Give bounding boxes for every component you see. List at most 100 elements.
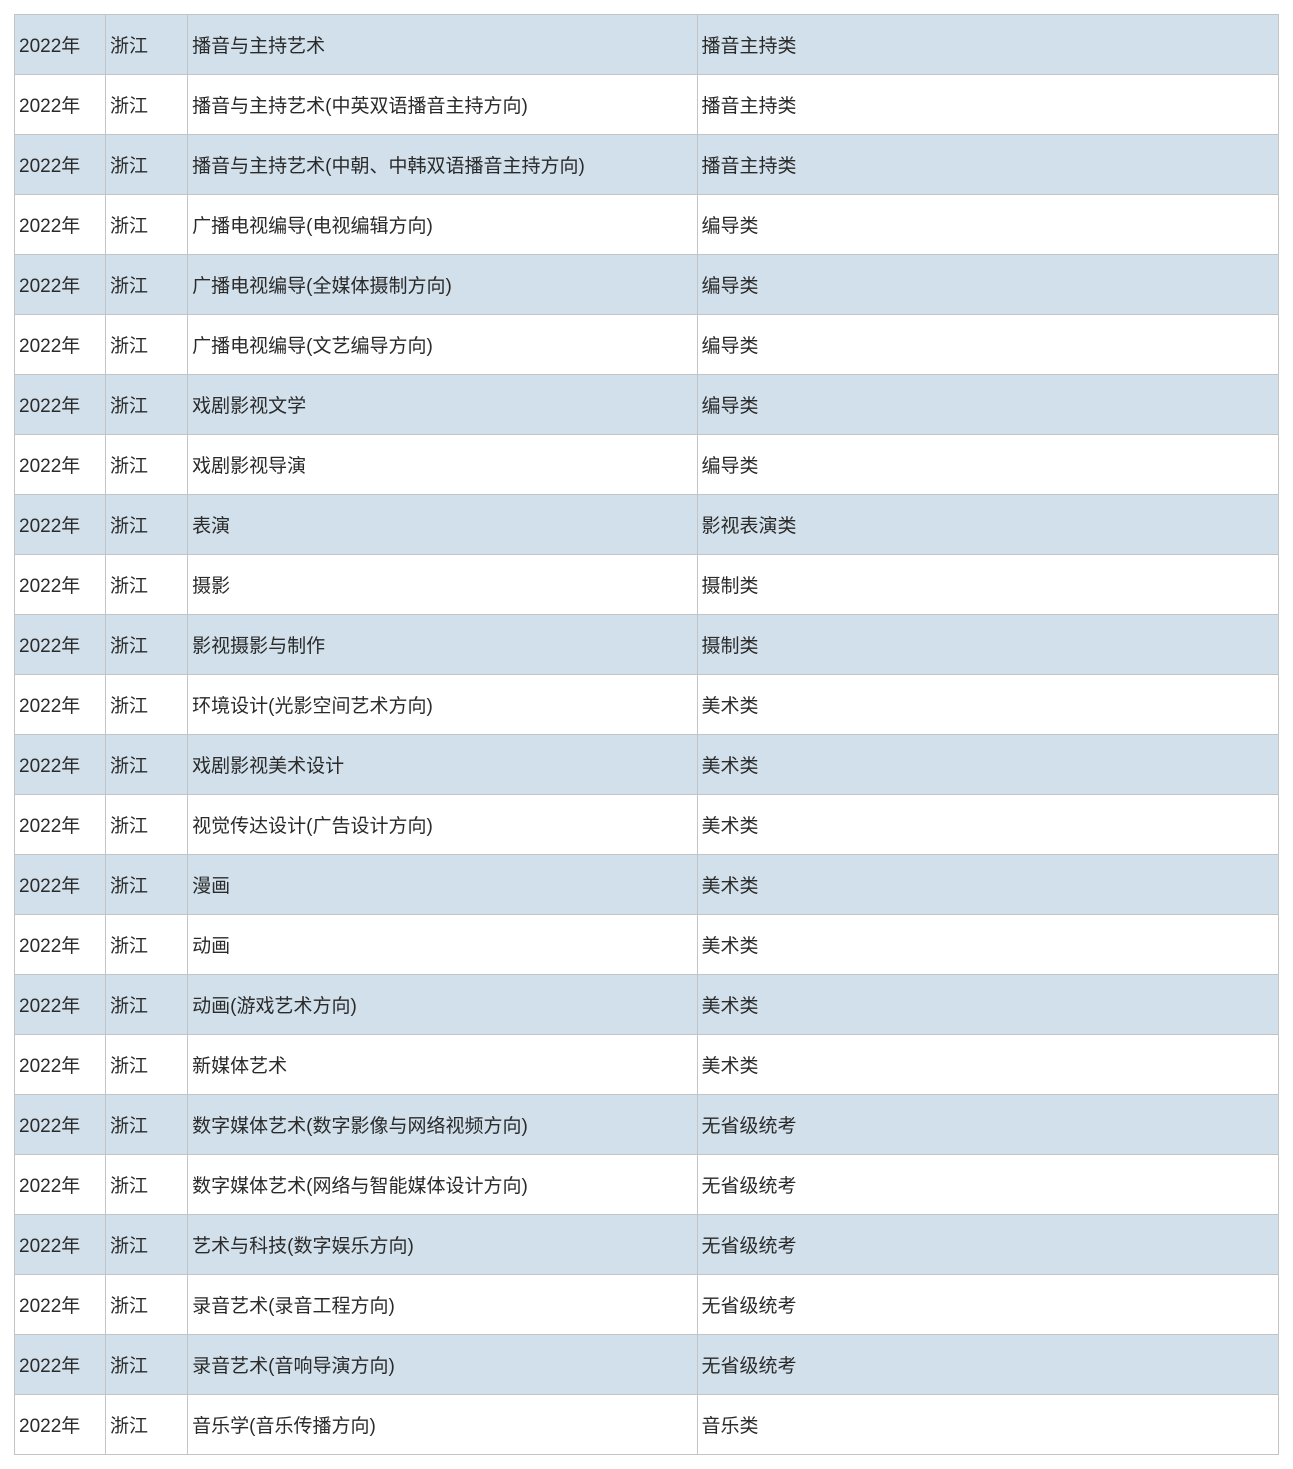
cell-province: 浙江 (106, 15, 188, 75)
cell-province: 浙江 (106, 855, 188, 915)
cell-category: 编导类 (697, 195, 1278, 255)
cell-major: 广播电视编导(全媒体摄制方向) (188, 255, 697, 315)
cell-year: 2022年 (15, 915, 106, 975)
cell-major: 数字媒体艺术(数字影像与网络视频方向) (188, 1095, 697, 1155)
cell-year: 2022年 (15, 555, 106, 615)
table-row: 2022年浙江影视摄影与制作摄制类 (15, 615, 1279, 675)
cell-year: 2022年 (15, 195, 106, 255)
table-row: 2022年浙江戏剧影视导演编导类 (15, 435, 1279, 495)
cell-province: 浙江 (106, 975, 188, 1035)
cell-category: 美术类 (697, 915, 1278, 975)
cell-category: 美术类 (697, 675, 1278, 735)
cell-category: 编导类 (697, 255, 1278, 315)
cell-major: 环境设计(光影空间艺术方向) (188, 675, 697, 735)
cell-province: 浙江 (106, 615, 188, 675)
cell-province: 浙江 (106, 375, 188, 435)
cell-major: 戏剧影视文学 (188, 375, 697, 435)
cell-province: 浙江 (106, 315, 188, 375)
cell-major: 播音与主持艺术 (188, 15, 697, 75)
cell-category: 美术类 (697, 1035, 1278, 1095)
cell-category: 播音主持类 (697, 75, 1278, 135)
cell-province: 浙江 (106, 555, 188, 615)
table-row: 2022年浙江录音艺术(录音工程方向)无省级统考 (15, 1275, 1279, 1335)
cell-major: 播音与主持艺术(中朝、中韩双语播音主持方向) (188, 135, 697, 195)
cell-category: 无省级统考 (697, 1155, 1278, 1215)
cell-major: 新媒体艺术 (188, 1035, 697, 1095)
cell-category: 编导类 (697, 375, 1278, 435)
cell-province: 浙江 (106, 1155, 188, 1215)
table-row: 2022年浙江播音与主持艺术播音主持类 (15, 15, 1279, 75)
cell-major: 摄影 (188, 555, 697, 615)
cell-year: 2022年 (15, 615, 106, 675)
cell-major: 影视摄影与制作 (188, 615, 697, 675)
table-row: 2022年浙江广播电视编导(文艺编导方向)编导类 (15, 315, 1279, 375)
cell-major: 戏剧影视导演 (188, 435, 697, 495)
cell-year: 2022年 (15, 1035, 106, 1095)
cell-major: 数字媒体艺术(网络与智能媒体设计方向) (188, 1155, 697, 1215)
table-row: 2022年浙江视觉传达设计(广告设计方向)美术类 (15, 795, 1279, 855)
cell-category: 播音主持类 (697, 135, 1278, 195)
cell-category: 美术类 (697, 975, 1278, 1035)
cell-major: 动画 (188, 915, 697, 975)
cell-year: 2022年 (15, 1275, 106, 1335)
table-row: 2022年浙江音乐学(音乐传播方向)音乐类 (15, 1395, 1279, 1455)
cell-province: 浙江 (106, 735, 188, 795)
cell-category: 编导类 (697, 435, 1278, 495)
cell-major: 广播电视编导(文艺编导方向) (188, 315, 697, 375)
table-row: 2022年浙江表演影视表演类 (15, 495, 1279, 555)
cell-province: 浙江 (106, 1095, 188, 1155)
table-row: 2022年浙江动画美术类 (15, 915, 1279, 975)
cell-major: 艺术与科技(数字娱乐方向) (188, 1215, 697, 1275)
cell-year: 2022年 (15, 795, 106, 855)
cell-province: 浙江 (106, 435, 188, 495)
cell-year: 2022年 (15, 375, 106, 435)
table-row: 2022年浙江摄影摄制类 (15, 555, 1279, 615)
cell-year: 2022年 (15, 75, 106, 135)
cell-category: 摄制类 (697, 555, 1278, 615)
cell-category: 美术类 (697, 855, 1278, 915)
cell-year: 2022年 (15, 735, 106, 795)
cell-year: 2022年 (15, 315, 106, 375)
cell-province: 浙江 (106, 1035, 188, 1095)
cell-category: 摄制类 (697, 615, 1278, 675)
cell-major: 音乐学(音乐传播方向) (188, 1395, 697, 1455)
table-row: 2022年浙江新媒体艺术美术类 (15, 1035, 1279, 1095)
table-row: 2022年浙江艺术与科技(数字娱乐方向)无省级统考 (15, 1215, 1279, 1275)
cell-province: 浙江 (106, 255, 188, 315)
table-row: 2022年浙江戏剧影视美术设计美术类 (15, 735, 1279, 795)
cell-province: 浙江 (106, 1395, 188, 1455)
cell-year: 2022年 (15, 1095, 106, 1155)
cell-major: 戏剧影视美术设计 (188, 735, 697, 795)
cell-category: 美术类 (697, 735, 1278, 795)
cell-year: 2022年 (15, 1395, 106, 1455)
cell-province: 浙江 (106, 195, 188, 255)
majors-table-body: 2022年浙江播音与主持艺术播音主持类2022年浙江播音与主持艺术(中英双语播音… (15, 15, 1279, 1455)
cell-year: 2022年 (15, 135, 106, 195)
cell-category: 播音主持类 (697, 15, 1278, 75)
cell-category: 无省级统考 (697, 1275, 1278, 1335)
cell-major: 动画(游戏艺术方向) (188, 975, 697, 1035)
cell-major: 广播电视编导(电视编辑方向) (188, 195, 697, 255)
cell-major: 表演 (188, 495, 697, 555)
cell-year: 2022年 (15, 1215, 106, 1275)
cell-major: 视觉传达设计(广告设计方向) (188, 795, 697, 855)
table-row: 2022年浙江广播电视编导(电视编辑方向)编导类 (15, 195, 1279, 255)
cell-year: 2022年 (15, 675, 106, 735)
cell-province: 浙江 (106, 495, 188, 555)
table-row: 2022年浙江数字媒体艺术(数字影像与网络视频方向)无省级统考 (15, 1095, 1279, 1155)
cell-province: 浙江 (106, 1275, 188, 1335)
majors-table: 2022年浙江播音与主持艺术播音主持类2022年浙江播音与主持艺术(中英双语播音… (14, 14, 1279, 1455)
cell-year: 2022年 (15, 15, 106, 75)
table-row: 2022年浙江数字媒体艺术(网络与智能媒体设计方向)无省级统考 (15, 1155, 1279, 1215)
cell-year: 2022年 (15, 975, 106, 1035)
cell-category: 无省级统考 (697, 1095, 1278, 1155)
cell-major: 漫画 (188, 855, 697, 915)
table-row: 2022年浙江戏剧影视文学编导类 (15, 375, 1279, 435)
cell-category: 无省级统考 (697, 1215, 1278, 1275)
table-row: 2022年浙江漫画美术类 (15, 855, 1279, 915)
cell-year: 2022年 (15, 495, 106, 555)
table-row: 2022年浙江环境设计(光影空间艺术方向)美术类 (15, 675, 1279, 735)
cell-category: 编导类 (697, 315, 1278, 375)
cell-year: 2022年 (15, 435, 106, 495)
cell-province: 浙江 (106, 795, 188, 855)
